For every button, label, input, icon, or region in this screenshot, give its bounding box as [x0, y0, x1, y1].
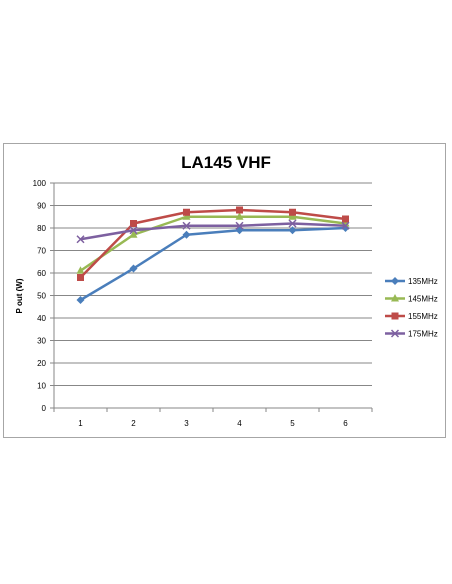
legend-label: 175MHz	[408, 330, 438, 339]
data-point	[235, 226, 244, 235]
y-tick-label: 60	[37, 269, 46, 278]
y-tick-label: 20	[37, 359, 46, 368]
legend-marker	[390, 329, 400, 338]
legend: 135MHz 145MHz 155MHz 175MHz	[385, 277, 438, 339]
series-group	[76, 206, 350, 304]
data-point	[129, 264, 138, 273]
legend-marker	[391, 312, 399, 320]
legend-label: 155MHz	[408, 312, 438, 321]
series-175MHz	[76, 219, 350, 244]
y-tick-label: 30	[37, 337, 46, 346]
y-tick-label: 80	[37, 224, 46, 233]
legend-item: 155MHz	[385, 312, 438, 321]
y-tick-label: 50	[37, 292, 46, 301]
y-axis-label: P out (W)	[15, 278, 24, 313]
legend-item: 145MHz	[385, 294, 438, 304]
y-tick-labels: 0 10 20 30 40 50 60 70 80 90 100	[33, 179, 47, 413]
data-point	[235, 221, 244, 230]
series-145MHz	[76, 212, 350, 274]
x-tick-labels: 1 2 3 4 5 6	[78, 419, 348, 428]
y-tick-label: 40	[37, 314, 46, 323]
y-tick-label: 70	[37, 247, 46, 256]
y-tick-label: 0	[42, 404, 47, 413]
data-point	[183, 208, 190, 216]
data-point	[76, 235, 85, 244]
x-tick-label: 5	[290, 419, 295, 428]
data-point	[288, 226, 297, 235]
data-point	[77, 274, 84, 281]
legend-item: 135MHz	[385, 277, 438, 286]
series-line	[79, 226, 346, 302]
data-point	[236, 206, 243, 214]
data-point	[182, 212, 191, 220]
legend-marker	[391, 294, 399, 302]
axes	[50, 182, 373, 412]
data-point	[129, 230, 138, 238]
data-point	[76, 296, 85, 304]
x-tick-label: 1	[78, 419, 83, 428]
y-tick-label: 100	[33, 179, 47, 188]
data-point	[182, 230, 191, 239]
series-line	[80, 222, 346, 241]
legend-marker	[391, 277, 399, 285]
data-point	[129, 226, 138, 235]
legend-item: 175MHz	[385, 329, 438, 339]
data-point	[235, 212, 244, 220]
gridlines	[54, 182, 372, 386]
y-tick-label: 90	[37, 202, 46, 211]
series-line	[79, 215, 346, 272]
data-point	[342, 215, 349, 223]
data-point	[341, 221, 350, 230]
x-tick-label: 4	[237, 419, 242, 428]
x-tick-label: 6	[343, 419, 348, 428]
legend-label: 145MHz	[408, 295, 438, 304]
data-point	[289, 208, 296, 216]
data-point	[288, 212, 297, 220]
data-point	[288, 219, 297, 228]
data-point	[182, 221, 191, 230]
chart-frame	[3, 143, 446, 438]
data-point	[76, 266, 85, 274]
series-135MHz	[76, 224, 350, 304]
y-tick-label: 10	[37, 382, 46, 391]
x-tick-label: 2	[131, 419, 136, 428]
data-point	[130, 220, 137, 227]
legend-label: 135MHz	[408, 277, 438, 286]
chart-title: LA145 VHF	[181, 153, 271, 172]
x-tick-label: 3	[184, 419, 189, 428]
